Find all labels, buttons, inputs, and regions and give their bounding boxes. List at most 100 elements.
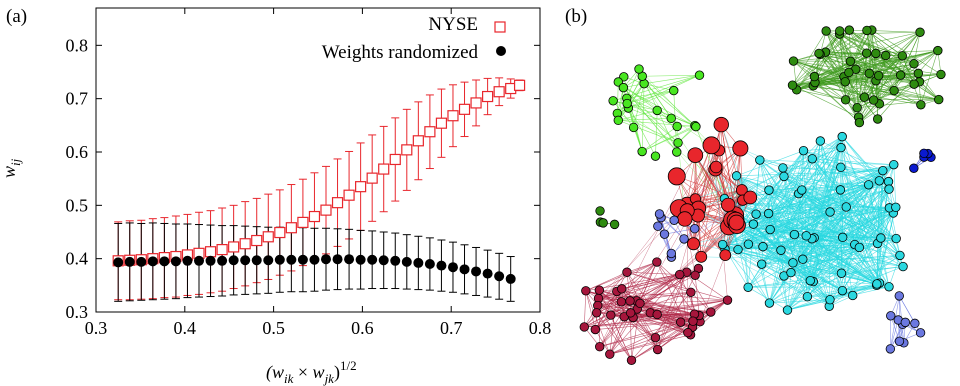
network-edge xyxy=(879,55,887,104)
network-edge xyxy=(768,213,795,235)
network-node xyxy=(679,234,689,244)
network-edge xyxy=(609,334,691,355)
network-edge xyxy=(736,175,878,244)
network-edge xyxy=(787,272,792,311)
network-node xyxy=(897,51,908,61)
network-node xyxy=(756,259,767,269)
network-edge xyxy=(790,147,842,273)
network-node xyxy=(854,117,865,128)
network-edge xyxy=(585,290,596,330)
network-edge xyxy=(787,281,814,311)
network-edge xyxy=(825,51,901,76)
randomized-point xyxy=(413,257,424,268)
network-node xyxy=(895,250,905,261)
randomized-point xyxy=(390,255,401,266)
network-node xyxy=(809,71,820,82)
network-node xyxy=(868,95,879,105)
network-edge xyxy=(609,316,625,355)
network-edge xyxy=(636,256,702,302)
network-edge xyxy=(657,124,722,350)
network-node xyxy=(805,275,815,286)
network-edge xyxy=(736,170,883,177)
nyse-point xyxy=(285,222,297,234)
network-edge xyxy=(814,29,850,77)
network-edge xyxy=(609,274,680,355)
network-edge xyxy=(657,320,694,350)
network-node xyxy=(595,206,605,216)
network-edge xyxy=(617,81,619,114)
network-edge xyxy=(809,238,813,281)
network-edge xyxy=(583,290,587,327)
randomized-point xyxy=(136,256,147,267)
network-edge xyxy=(814,188,890,239)
randomized-point xyxy=(147,256,158,267)
legend: NYSE Weights randomized xyxy=(322,14,506,63)
network-edge xyxy=(849,30,870,74)
randomized-point xyxy=(170,256,181,267)
network-edge xyxy=(770,229,807,237)
network-node xyxy=(706,307,716,317)
nyse-point xyxy=(482,90,494,103)
network-node xyxy=(605,349,615,359)
network-edge xyxy=(845,83,915,101)
network-edge xyxy=(796,89,846,101)
network-node xyxy=(915,328,926,338)
x-tick-label: 0.8 xyxy=(529,318,552,338)
network-edge xyxy=(657,275,696,350)
network-edge xyxy=(780,207,896,251)
network-edge xyxy=(807,147,842,297)
network-edge xyxy=(792,84,846,101)
network-node xyxy=(909,79,919,89)
network-edge xyxy=(801,189,831,213)
network-node xyxy=(859,92,870,102)
network-node xyxy=(755,155,765,165)
nyse-point xyxy=(297,216,309,228)
network-edge xyxy=(812,158,878,285)
network-node xyxy=(765,224,775,235)
network-node xyxy=(894,336,905,346)
network-edge xyxy=(787,290,843,311)
network-edge xyxy=(695,158,813,200)
network-node xyxy=(748,219,759,229)
network-node xyxy=(776,245,786,255)
network-edge xyxy=(812,158,894,165)
network-edge xyxy=(629,169,716,302)
network-edge xyxy=(762,235,807,247)
randomized-point xyxy=(332,254,343,265)
network-node xyxy=(598,218,608,228)
network-edge xyxy=(618,118,672,121)
network-node xyxy=(634,64,644,74)
network-node xyxy=(852,103,862,113)
network-edge xyxy=(596,312,632,361)
network-edge xyxy=(639,275,696,304)
network-edge xyxy=(878,55,903,76)
network-node xyxy=(690,223,700,234)
network-node xyxy=(788,258,798,268)
network-node xyxy=(669,85,679,96)
nyse-point xyxy=(204,246,217,258)
network-node xyxy=(676,317,686,327)
network-edge xyxy=(638,68,712,146)
network-node xyxy=(688,316,698,326)
randomized-point xyxy=(424,259,435,269)
network-edge xyxy=(873,74,942,101)
randomized-point xyxy=(286,254,297,265)
network-node xyxy=(814,48,824,59)
legend-label-nyse: NYSE xyxy=(428,14,478,35)
network-node xyxy=(628,122,639,133)
network-node xyxy=(872,279,882,289)
network-edge xyxy=(679,274,689,333)
network-edge xyxy=(701,256,803,260)
network-edge xyxy=(657,314,693,328)
network-node xyxy=(653,221,663,231)
network-node xyxy=(751,209,761,219)
network-edge xyxy=(879,207,890,284)
network-edge xyxy=(700,148,741,257)
network-edge xyxy=(812,158,904,267)
network-edge xyxy=(820,140,883,171)
network-node xyxy=(669,215,679,225)
network-node xyxy=(616,297,627,307)
network-edge xyxy=(626,261,657,273)
network-node xyxy=(677,211,693,227)
